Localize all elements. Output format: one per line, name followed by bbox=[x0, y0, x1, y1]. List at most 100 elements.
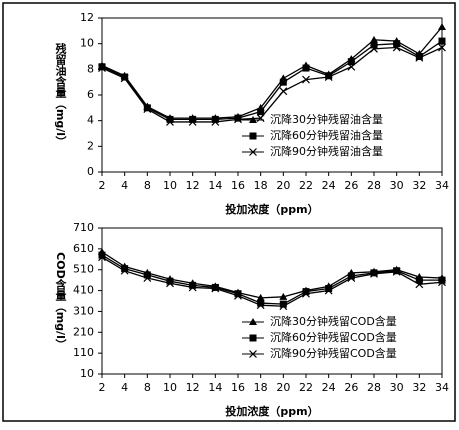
plot-area bbox=[101, 227, 443, 375]
x-tick-label: 18 bbox=[254, 179, 268, 192]
marker bbox=[234, 115, 242, 124]
marker bbox=[347, 272, 355, 280]
marker bbox=[188, 283, 197, 292]
marker bbox=[98, 63, 106, 71]
x-tick-label: 30 bbox=[390, 179, 404, 192]
marker bbox=[370, 269, 378, 277]
y-tick-label: 0 bbox=[87, 165, 94, 178]
marker bbox=[302, 289, 310, 298]
marker bbox=[438, 278, 446, 287]
marker bbox=[211, 118, 220, 126]
x-tick-label: 22 bbox=[299, 381, 313, 394]
marker bbox=[249, 116, 257, 123]
marker bbox=[347, 58, 355, 66]
marker bbox=[393, 267, 401, 275]
marker bbox=[234, 114, 242, 122]
marker bbox=[438, 22, 446, 30]
marker bbox=[438, 37, 446, 45]
y-tick-label: 4 bbox=[87, 114, 94, 127]
marker bbox=[370, 41, 378, 49]
x-tick-label: 24 bbox=[322, 381, 336, 394]
x-tick-label: 8 bbox=[144, 381, 151, 394]
marker bbox=[189, 115, 197, 123]
marker bbox=[415, 53, 423, 60]
marker bbox=[279, 292, 288, 300]
marker bbox=[438, 276, 446, 284]
marker bbox=[249, 318, 257, 325]
x-tick-label: 2 bbox=[99, 179, 106, 192]
series-line bbox=[101, 46, 443, 123]
x-tick-label: 16 bbox=[231, 179, 245, 192]
marker bbox=[279, 300, 287, 308]
x-tick-label: 12 bbox=[186, 381, 200, 394]
frame bbox=[2, 2, 456, 422]
x-tick-label: 16 bbox=[231, 381, 245, 394]
marker bbox=[279, 87, 288, 96]
marker bbox=[393, 40, 401, 48]
marker bbox=[143, 104, 151, 112]
x-tick-label: 30 bbox=[390, 381, 404, 394]
series-line bbox=[101, 40, 443, 121]
marker bbox=[325, 72, 333, 80]
y-tick-label: 110 bbox=[73, 346, 94, 359]
marker bbox=[370, 44, 378, 53]
marker bbox=[347, 62, 356, 71]
marker bbox=[249, 132, 257, 140]
x-tick-label: 28 bbox=[367, 381, 381, 394]
series-line bbox=[101, 26, 443, 119]
x-tick-label: 18 bbox=[254, 381, 268, 394]
marker bbox=[143, 274, 152, 282]
x-tick-label: 32 bbox=[412, 381, 426, 394]
marker bbox=[392, 267, 401, 276]
x-tick-label: 10 bbox=[163, 179, 177, 192]
x-tick-label: 10 bbox=[163, 381, 177, 394]
legend-label: 沉降30分钟残留油含量 bbox=[270, 112, 383, 126]
marker bbox=[257, 299, 265, 307]
series-line bbox=[101, 256, 443, 307]
y-axis-label: 残留油含量（mg/l） bbox=[54, 42, 68, 147]
marker bbox=[188, 118, 197, 126]
marker bbox=[279, 78, 287, 86]
marker bbox=[211, 284, 220, 293]
x-axis-label: 投加浓度（ppm） bbox=[225, 404, 318, 418]
marker bbox=[256, 293, 265, 301]
marker bbox=[415, 280, 424, 289]
marker bbox=[249, 334, 257, 342]
legend-label: 沉降90分钟残留COD含量 bbox=[270, 346, 397, 360]
x-tick-label: 8 bbox=[144, 179, 151, 192]
y-tick-label: 410 bbox=[73, 284, 94, 297]
marker bbox=[249, 148, 257, 156]
marker bbox=[257, 108, 265, 116]
legend-label: 沉降60分钟残留油含量 bbox=[270, 128, 383, 142]
y-tick-label: 6 bbox=[87, 88, 94, 101]
marker bbox=[121, 73, 129, 81]
marker bbox=[120, 74, 129, 83]
x-tick-label: 26 bbox=[344, 179, 358, 192]
legend-label: 沉降90分钟残留油含量 bbox=[270, 144, 383, 158]
marker bbox=[415, 53, 424, 62]
series-line bbox=[101, 254, 442, 305]
y-axis-label: COD含量（mg/l） bbox=[54, 252, 68, 350]
marker bbox=[234, 291, 242, 300]
marker bbox=[98, 253, 106, 262]
x-tick-label: 4 bbox=[121, 179, 128, 192]
marker bbox=[438, 43, 446, 52]
x-tick-label: 4 bbox=[121, 381, 128, 394]
x-tick-label: 14 bbox=[208, 381, 222, 394]
y-tick-label: 10 bbox=[80, 367, 94, 380]
marker bbox=[143, 271, 151, 279]
marker bbox=[189, 281, 197, 289]
x-tick-label: 28 bbox=[367, 179, 381, 192]
marker bbox=[302, 288, 310, 296]
y-tick-label: 610 bbox=[73, 242, 94, 255]
x-tick-label: 12 bbox=[186, 179, 200, 192]
marker bbox=[211, 283, 219, 291]
marker bbox=[347, 274, 356, 282]
legend-label: 沉降60分钟残留COD含量 bbox=[270, 330, 397, 344]
marker bbox=[120, 266, 129, 275]
y-tick-label: 510 bbox=[73, 263, 94, 276]
y-tick-label: 210 bbox=[73, 325, 94, 338]
marker bbox=[256, 114, 265, 123]
